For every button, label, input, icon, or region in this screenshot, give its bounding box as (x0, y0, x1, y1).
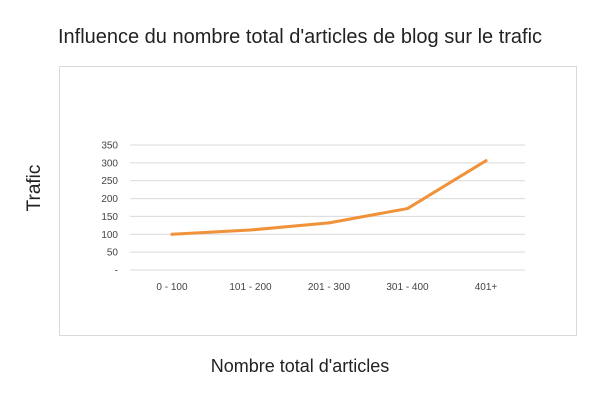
y-tick-label-350: 350 (101, 141, 118, 152)
x-tick-label-0: 0 - 100 (156, 282, 188, 293)
data-point-1 (249, 228, 252, 232)
x-axis-label: Nombre total d'articles (210, 356, 390, 376)
chart-area (59, 66, 577, 336)
y-tick-label-50: 50 (107, 248, 119, 259)
y-tick-label-300: 300 (101, 158, 118, 169)
y-tick-label-0: - (115, 266, 118, 277)
y-tick-label-250: 250 (101, 176, 118, 187)
data-point-4 (484, 159, 488, 163)
x-tick-label-3: 301 - 400 (386, 282, 429, 293)
data-point-0 (170, 232, 174, 236)
x-tick-label-1: 101 - 200 (229, 282, 272, 293)
chart-title: Influence du nombre total d'articles de … (57, 26, 543, 48)
x-tick-label-4: 401+ (475, 282, 498, 293)
y-tick-label-150: 150 (101, 212, 118, 223)
x-tick-label-2: 201 - 300 (308, 282, 351, 293)
data-point-3 (406, 207, 409, 211)
y-tick-label-100: 100 (101, 230, 118, 241)
data-point-2 (327, 221, 331, 225)
y-tick-label-200: 200 (101, 194, 118, 205)
